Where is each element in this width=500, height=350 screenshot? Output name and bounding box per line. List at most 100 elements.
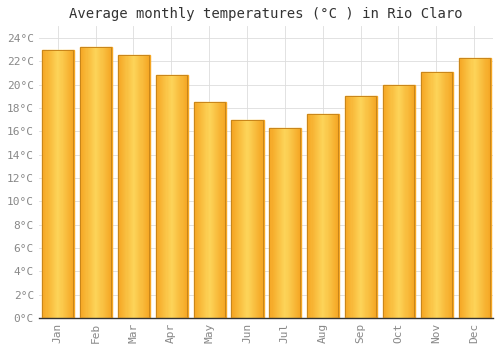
Bar	[173, 75, 174, 318]
Bar	[102, 47, 104, 318]
Bar	[138, 55, 140, 318]
Bar	[222, 102, 224, 318]
Bar	[406, 85, 408, 318]
Bar	[278, 128, 279, 318]
Bar	[58, 50, 59, 318]
Bar	[177, 75, 178, 318]
Bar	[338, 114, 340, 318]
Bar	[274, 128, 276, 318]
Bar	[421, 72, 452, 318]
Bar	[284, 128, 286, 318]
Bar	[488, 58, 490, 318]
Bar	[220, 102, 222, 318]
Bar	[345, 96, 376, 318]
Bar	[427, 72, 428, 318]
Bar	[345, 96, 346, 318]
Bar	[296, 128, 297, 318]
Bar	[364, 96, 366, 318]
Bar	[280, 128, 281, 318]
Bar	[44, 50, 46, 318]
Bar	[358, 96, 359, 318]
Bar	[446, 72, 448, 318]
Bar	[260, 120, 262, 318]
Bar	[426, 72, 427, 318]
Bar	[204, 102, 206, 318]
Bar	[359, 96, 360, 318]
Bar	[199, 102, 200, 318]
Bar	[368, 96, 370, 318]
Bar	[140, 55, 141, 318]
Bar	[410, 85, 412, 318]
Bar	[90, 47, 91, 318]
Bar	[159, 75, 160, 318]
Bar	[324, 114, 326, 318]
Bar	[292, 128, 293, 318]
Bar	[439, 72, 440, 318]
Bar	[472, 58, 474, 318]
Bar	[444, 72, 446, 318]
Bar	[144, 55, 146, 318]
Bar	[450, 72, 452, 318]
Bar	[438, 72, 439, 318]
Bar	[332, 114, 333, 318]
Bar	[404, 85, 406, 318]
Bar	[97, 47, 98, 318]
Bar	[397, 85, 398, 318]
Bar	[88, 47, 90, 318]
Bar	[52, 50, 53, 318]
Bar	[482, 58, 483, 318]
Bar	[135, 55, 136, 318]
Bar	[107, 47, 108, 318]
Bar	[320, 114, 321, 318]
Bar	[272, 128, 274, 318]
Bar	[162, 75, 164, 318]
Bar	[70, 50, 71, 318]
Bar	[295, 128, 296, 318]
Bar	[394, 85, 396, 318]
Bar	[64, 50, 66, 318]
Bar	[81, 47, 82, 318]
Bar	[323, 114, 324, 318]
Bar	[106, 47, 107, 318]
Bar	[241, 120, 242, 318]
Bar	[246, 120, 248, 318]
Bar	[466, 58, 467, 318]
Bar	[42, 50, 74, 318]
Bar	[147, 55, 148, 318]
Bar	[69, 50, 70, 318]
Bar	[186, 75, 187, 318]
Bar	[55, 50, 56, 318]
Bar	[208, 102, 210, 318]
Bar	[436, 72, 437, 318]
Bar	[428, 72, 430, 318]
Bar	[262, 120, 264, 318]
Bar	[430, 72, 432, 318]
Bar	[376, 96, 377, 318]
Bar	[373, 96, 374, 318]
Bar	[178, 75, 180, 318]
Bar	[157, 75, 158, 318]
Bar	[316, 114, 317, 318]
Bar	[360, 96, 361, 318]
Bar	[214, 102, 215, 318]
Bar	[118, 55, 149, 318]
Bar	[96, 47, 97, 318]
Bar	[172, 75, 173, 318]
Bar	[42, 50, 43, 318]
Bar	[356, 96, 357, 318]
Bar	[384, 85, 385, 318]
Bar	[307, 114, 338, 318]
Bar	[156, 75, 187, 318]
Bar	[240, 120, 241, 318]
Bar	[462, 58, 463, 318]
Bar	[386, 85, 387, 318]
Bar	[319, 114, 320, 318]
Bar	[50, 50, 51, 318]
Bar	[142, 55, 144, 318]
Bar	[468, 58, 469, 318]
Bar	[388, 85, 390, 318]
Title: Average monthly temperatures (°C ) in Rio Claro: Average monthly temperatures (°C ) in Ri…	[69, 7, 462, 21]
Bar	[120, 55, 121, 318]
Bar	[312, 114, 314, 318]
Bar	[232, 120, 262, 318]
